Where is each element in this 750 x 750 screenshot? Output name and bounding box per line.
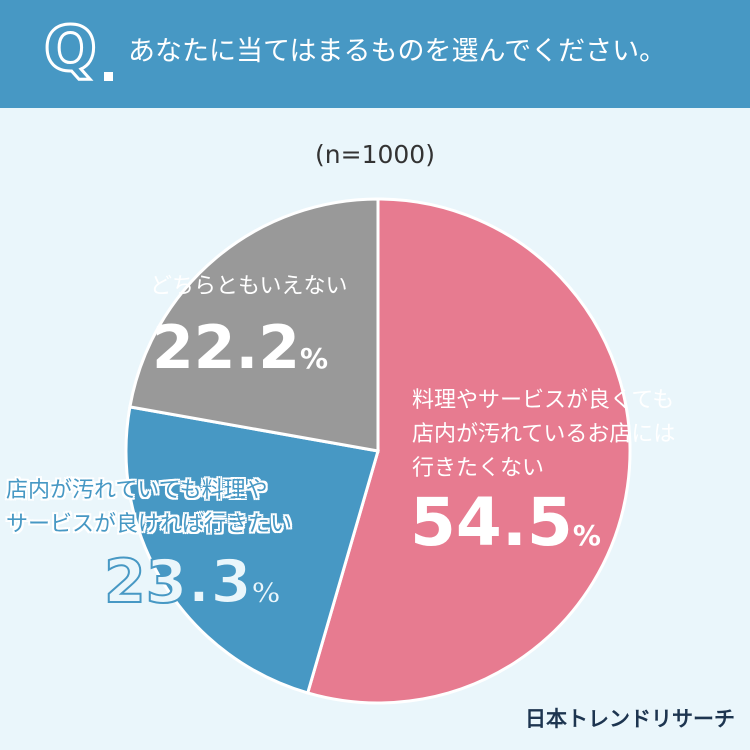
slice-label-line: 料理やサービスが良くても: [412, 388, 675, 413]
pie-slice-dirty-no: [305, 197, 632, 705]
pie-slice-neutral: [128, 197, 380, 453]
question-header: Q あなたに当てはまるものを選んでください。: [0, 0, 750, 108]
slice-label-dirty-no: 料理やサービスが良くても 店内が汚れているお店には 行きたくない: [412, 384, 675, 486]
slice-value-neutral: 22.2%: [152, 313, 329, 383]
slice-label-line: 店内が汚れているお店には: [412, 422, 676, 447]
slice-value-dirty-no: 54.5%: [410, 484, 601, 561]
slice-label-neutral: どちらともいえない: [150, 270, 348, 304]
brand-logo: 日本トレンドリサーチ: [525, 707, 735, 731]
sample-size: (n=1000): [315, 140, 435, 169]
q-dot-icon: [104, 72, 113, 81]
question-text: あなたに当てはまるものを選んでください。: [128, 36, 667, 67]
slice-label-line: どちらともいえない: [150, 274, 348, 299]
slice-label-line: 店内が汚れていても料理や: [6, 478, 268, 503]
slice-label-line: サービスが良ければ行きたい: [6, 512, 293, 537]
slice-value-still-go: 23.3%: [103, 547, 281, 617]
slice-label-still-go: 店内が汚れていても料理や サービスが良ければ行きたい: [6, 474, 292, 542]
q-icon: Q: [43, 12, 99, 85]
pie-slice-still-go: [124, 405, 380, 695]
slice-label-line: 行きたくない: [412, 456, 545, 481]
